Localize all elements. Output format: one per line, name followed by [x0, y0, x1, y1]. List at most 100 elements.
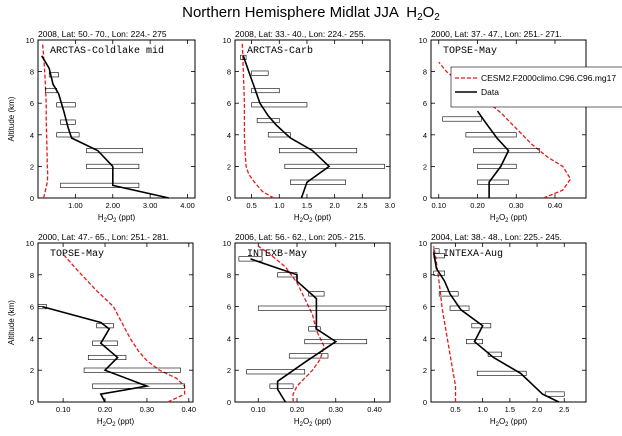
y-tick-label: 2 — [30, 162, 34, 171]
x-tick-label: 2.0 — [532, 405, 542, 414]
obs-range-box — [257, 305, 387, 311]
obs-range-box — [308, 326, 321, 332]
obs-range-box — [45, 88, 57, 94]
x-tick-label: 0.5 — [246, 201, 256, 210]
obs-median-line — [250, 258, 338, 403]
figure-title: Northern Hemisphere Midlat JJA H2O2 — [182, 4, 440, 23]
plot-frame — [37, 39, 196, 199]
panel-1: 2008, Lat: 50.- 70., Lon: 224.- 275 0 2 4 6 8… — [7, 29, 196, 224]
x-tick-label: 0.30 — [140, 405, 155, 414]
model-profile-line — [257, 245, 325, 402]
x-tick-label: 1.00 — [68, 201, 83, 210]
x-axis-label: H2O2 (ppt) — [98, 213, 136, 224]
x-tick-label: 1.0 — [477, 405, 487, 414]
obs-range-box — [92, 383, 185, 389]
obs-range-box — [304, 339, 368, 345]
obs-range-box — [278, 148, 358, 154]
x-axis-label: H2O2 (ppt) — [490, 417, 528, 428]
figure-title-species: H — [406, 4, 417, 21]
panel-2: 2008, Lat: 33.- 40., Lon: 224.- 255. 0 2 4 6… — [223, 29, 396, 224]
x-axis-label: H2O2 (ppt) — [97, 417, 135, 428]
campaign-label: ARCTAS-Carb — [247, 45, 313, 57]
x-tick-label: 0.40 — [548, 201, 563, 210]
obs-range-box — [269, 383, 294, 389]
panel-title: 2000, Lat: 37.- 47., Lon: 251.- 271. — [431, 29, 562, 39]
x-tick-label: 0.40 — [367, 405, 382, 414]
x-tick-label: 4.00 — [180, 201, 195, 210]
x-tick-label: 0.10 — [56, 405, 71, 414]
y-tick-label: 10 — [26, 239, 34, 248]
obs-range-box — [476, 370, 527, 376]
y-tick-label: 8 — [30, 271, 34, 280]
obs-median-line — [41, 305, 150, 403]
obs-range-box — [473, 148, 540, 154]
campaign-label: TOPSE-May — [443, 46, 497, 57]
y-tick-label: 4 — [30, 131, 34, 140]
obs-range-box — [449, 305, 470, 311]
panel-title: 2006, Lat: 56.- 62., Lon: 205.- 215. — [235, 232, 366, 242]
y-tick-label: 8 — [423, 271, 427, 280]
obs-median-line — [41, 55, 169, 199]
campaign-label: INTEXB-May — [247, 249, 307, 260]
panel-6: 2004, Lat: 38.- 48., Lon: 225.- 245. 0 2 4 6… — [419, 232, 587, 428]
obs-median-line — [432, 252, 560, 403]
y-tick-label: 4 — [423, 334, 427, 343]
obs-range-box — [466, 339, 483, 345]
figure-title-sub2: 2 — [434, 12, 440, 23]
x-tick-label: 1.5 — [505, 405, 515, 414]
x-axis-label: H2O2 (ppt) — [294, 213, 332, 224]
y-tick-label: 8 — [227, 271, 231, 280]
obs-range-box — [433, 248, 440, 254]
x-tick-label: 1.5 — [302, 201, 312, 210]
obs-range-box — [267, 132, 291, 138]
y-tick-label: 6 — [227, 303, 231, 312]
obs-range-box — [37, 304, 47, 310]
obs-range-box — [56, 132, 80, 138]
y-tick-label: 10 — [419, 239, 427, 248]
obs-range-box — [240, 54, 247, 60]
panel-3: 2000, Lat: 37.- 47., Lon: 251.- 271. 0 2 4 6… — [419, 29, 622, 224]
y-tick-label: 0 — [423, 398, 427, 407]
obs-range-box — [438, 291, 459, 297]
obs-range-box — [256, 118, 280, 124]
obs-range-box — [471, 323, 492, 329]
obs-range-box — [487, 351, 503, 357]
figure-title-text: Northern Hemisphere Midlat JJA — [182, 4, 399, 21]
obs-range-box — [465, 132, 517, 138]
y-tick-label: 2 — [30, 366, 34, 375]
y-tick-label: 8 — [227, 68, 231, 77]
y-tick-label: 10 — [419, 36, 427, 45]
obs-range-box — [251, 70, 269, 76]
x-tick-label: 3.0 — [385, 201, 395, 210]
legend-data-label: Data — [481, 87, 499, 97]
campaign-label: INTEXA-Aug — [443, 249, 503, 260]
y-tick-label: 10 — [223, 36, 231, 45]
obs-range-box — [442, 116, 482, 122]
y-tick-label: 0 — [30, 194, 34, 203]
figure-title-post: O — [423, 4, 435, 21]
panel-5: 2006, Lat: 56.- 62., Lon: 205.- 215. 0 2 4 6… — [223, 232, 391, 428]
y-tick-label: 0 — [227, 398, 231, 407]
obs-range-box — [477, 179, 509, 185]
x-tick-label: 2.5 — [559, 405, 569, 414]
obs-range-box — [96, 323, 114, 329]
legend-model-label: CESM2.F2000climo.C96.C96.mg17 — [481, 73, 616, 83]
y-tick-label: 2 — [227, 366, 231, 375]
plot-frame — [234, 242, 391, 403]
obs-range-box — [544, 391, 565, 397]
x-tick-label: 0.10 — [431, 201, 446, 210]
obs-range-box — [60, 119, 76, 125]
obs-range-box — [86, 163, 140, 169]
x-tick-label: 0.20 — [290, 405, 305, 414]
y-tick-label: 6 — [30, 303, 34, 312]
y-tick-label: 6 — [423, 99, 427, 108]
y-axis-label: Altitude (km) — [7, 96, 16, 141]
obs-range-box — [277, 272, 298, 278]
obs-range-box — [433, 253, 445, 259]
y-tick-label: 4 — [30, 334, 34, 343]
obs-range-box — [86, 148, 143, 154]
y-tick-label: 4 — [227, 334, 231, 343]
panel-4: 2000, Lat: 47.- 65., Lon: 251.- 281. 0 2 4 6… — [7, 232, 196, 428]
y-tick-label: 6 — [227, 99, 231, 108]
y-tick-label: 0 — [30, 398, 34, 407]
